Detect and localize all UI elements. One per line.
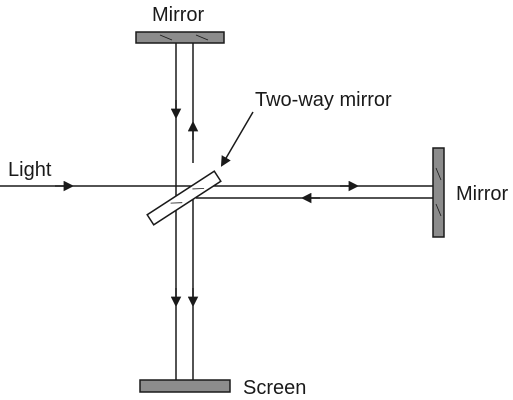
right-mirror-label: Mirror [456,183,509,205]
top-mirror [135,31,225,44]
two-way-mirror-pointer [220,111,254,167]
screen-label: Screen [243,377,306,399]
right-mirror [432,147,445,238]
two-way-mirror-label: Two-way mirror [255,89,392,111]
light-label: Light [8,159,52,181]
beam-arrows [55,100,360,308]
top-mirror-label: Mirror [152,4,205,26]
two-way-mirror [146,170,222,226]
screen [139,379,231,393]
